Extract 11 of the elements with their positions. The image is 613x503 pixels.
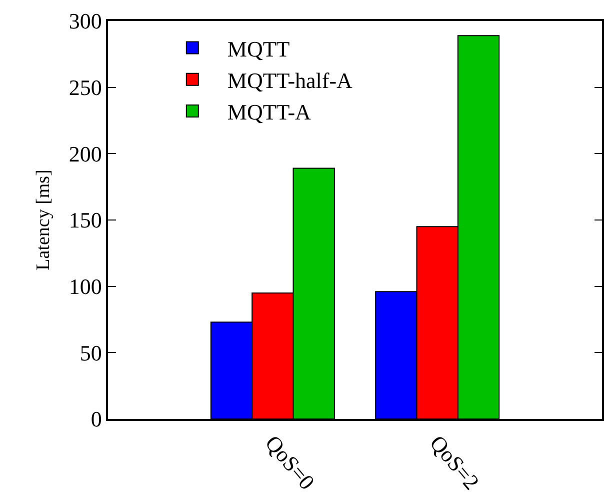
y-tick-label: 50 bbox=[80, 340, 102, 366]
legend-label: MQTT bbox=[227, 36, 290, 62]
y-tick-label: 150 bbox=[68, 208, 102, 233]
y-axis-title: Latency [ms] bbox=[33, 170, 54, 270]
legend-label: MQTT-A bbox=[227, 100, 312, 125]
y-tick-label: 100 bbox=[68, 274, 102, 300]
y-tick-label: 0 bbox=[90, 406, 102, 432]
y-tick-label: 200 bbox=[68, 141, 102, 166]
y-tick-label: 250 bbox=[68, 75, 102, 100]
y-tick-label: 300 bbox=[68, 8, 102, 34]
legend-label: MQTT-half-A bbox=[227, 68, 353, 93]
